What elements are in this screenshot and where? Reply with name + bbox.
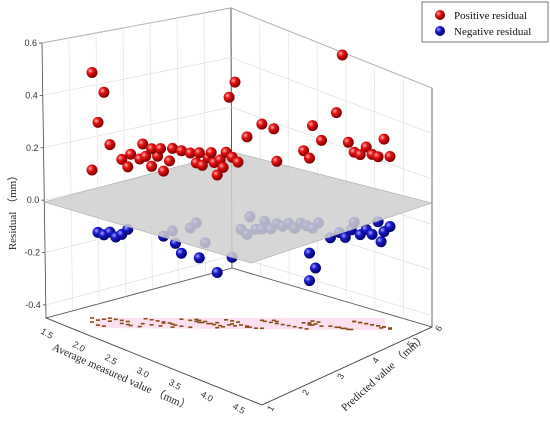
y-tick-label: 0.0 <box>27 195 40 205</box>
positive-residual-point <box>196 159 208 171</box>
negative-residual-point <box>193 252 205 264</box>
legend-label-negative: Negative residual <box>454 26 531 38</box>
z-tick-label: 1 <box>265 404 276 413</box>
z-tick-label: 4 <box>370 356 381 365</box>
legend-label-positive: Positive residual <box>454 10 527 22</box>
positive-residual-point <box>256 118 268 130</box>
positive-residual-point <box>229 76 241 88</box>
x-tick-label: 4.0 <box>199 389 215 404</box>
positive-residual-point <box>125 148 137 160</box>
z-tick-label: 2 <box>300 388 311 397</box>
z-tick-label: 3 <box>335 372 346 381</box>
positive-residual-point <box>137 138 149 150</box>
legend-marker-negative <box>435 26 445 36</box>
y-axis-ticks: 0.6 0.4 0.2 0.0 -0.2 -0.4 <box>24 38 46 310</box>
positive-residual-point <box>211 169 223 181</box>
positive-residual-point <box>167 142 178 154</box>
positive-residual-point <box>354 149 366 161</box>
gridline <box>149 22 153 290</box>
positive-residual-point <box>232 156 244 168</box>
x-tick-label: 4.5 <box>231 401 247 416</box>
y-tick-label: 0.6 <box>24 38 37 48</box>
positive-residual-point <box>86 67 98 78</box>
positive-residual-point <box>193 147 205 159</box>
positive-residual-point <box>140 150 152 162</box>
negative-residual-point <box>339 231 351 243</box>
positive-residual-point <box>175 145 187 157</box>
negative-residual-point <box>375 236 387 248</box>
positive-residual-point <box>372 151 384 163</box>
positive-residual-point <box>298 145 310 157</box>
positive-residual-point <box>271 155 283 167</box>
legend-marker-positive <box>435 10 445 20</box>
positive-residual-point <box>86 164 98 176</box>
positive-residual-point <box>217 161 229 173</box>
negative-residual-point <box>175 247 187 259</box>
positive-residual-point <box>307 120 318 132</box>
y-tick-label: 0.2 <box>26 143 39 153</box>
positive-residual-point <box>384 151 396 162</box>
x-tick-label: 1.5 <box>39 326 55 341</box>
series-positive-residual <box>86 49 396 181</box>
positive-residual-point <box>98 86 110 98</box>
floor-shadows <box>90 317 392 331</box>
positive-residual-point <box>378 133 390 145</box>
z-tick-label: 5 <box>405 340 416 349</box>
positive-residual-point <box>122 161 134 173</box>
gridline <box>316 42 319 294</box>
negative-residual-point <box>384 221 396 232</box>
positive-residual-point <box>104 139 116 151</box>
gridline <box>41 7 433 89</box>
z-axis-title: Predicted value （mm） <box>338 331 428 414</box>
positive-residual-point <box>223 91 235 103</box>
gridline <box>95 32 100 304</box>
positive-residual-point <box>205 147 217 159</box>
zero-plane <box>42 151 434 264</box>
x-axis: 1.5 2.0 2.5 3.0 3.5 4.0 4.5 <box>39 317 263 416</box>
negative-residual-point <box>304 247 315 259</box>
positive-residual-point <box>336 49 348 61</box>
positive-residual-point <box>116 153 128 165</box>
y-tick-label: -0.2 <box>25 248 41 258</box>
positive-residual-point <box>158 165 169 177</box>
y-tick-label: -0.4 <box>25 300 41 310</box>
gridline <box>68 37 73 311</box>
positive-residual-point <box>330 107 342 119</box>
negative-residual-point <box>304 275 315 287</box>
y-tick-label: 0.4 <box>25 90 38 100</box>
x-tick-label: 3.5 <box>167 377 183 392</box>
negative-residual-point <box>366 228 378 240</box>
legend: Positive residual Negative residual <box>421 1 549 43</box>
positive-residual-point <box>92 116 104 128</box>
positive-residual-point <box>146 160 158 172</box>
positive-residual-point <box>146 143 158 155</box>
positive-residual-point <box>155 143 166 155</box>
positive-residual-point <box>342 136 354 148</box>
negative-residual-point <box>310 262 321 274</box>
positive-residual-point <box>164 155 175 167</box>
positive-residual-point <box>316 134 327 146</box>
gridline <box>42 57 433 134</box>
positive-residual-point <box>241 131 253 143</box>
positive-residual-point <box>268 123 280 135</box>
y-axis-title: Residual （mm） <box>6 170 19 250</box>
positive-residual-point <box>304 152 315 164</box>
z-axis: 1 2 3 4 5 6 <box>261 324 444 413</box>
z-tick-label: 6 <box>433 324 444 333</box>
positive-residual-point <box>184 147 196 159</box>
legend-box <box>421 1 549 43</box>
negative-residual-point <box>211 267 223 278</box>
positive-residual-point <box>360 141 372 153</box>
